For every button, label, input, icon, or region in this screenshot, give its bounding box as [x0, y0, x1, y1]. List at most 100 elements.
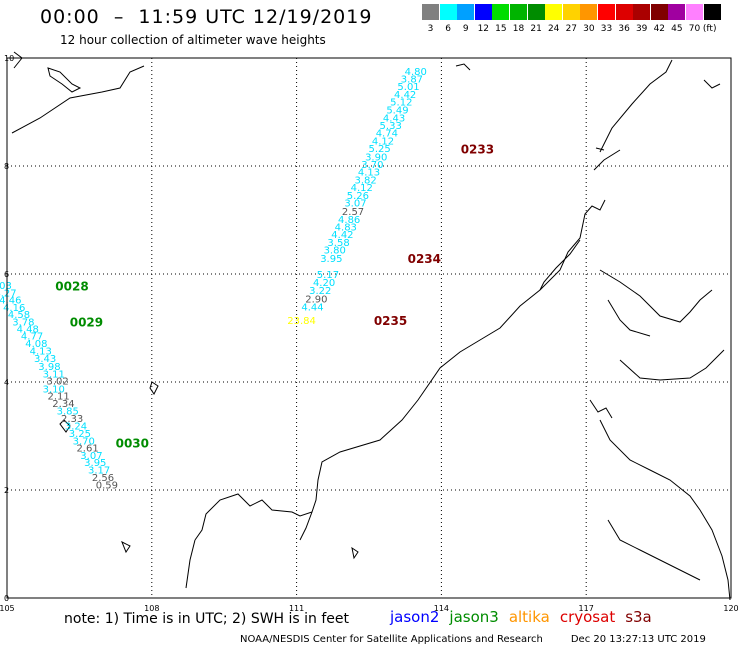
wave-height-value: 3.90 — [365, 152, 387, 163]
wave-height-value: 3.70 — [73, 436, 95, 447]
wave-height-value: 4.12 — [351, 183, 373, 194]
legend-swatch — [615, 4, 633, 20]
legend-label: 45 — [671, 24, 683, 34]
wave-height-value: 5.25 — [368, 144, 390, 155]
legend-label: 12 — [477, 24, 490, 34]
wave-height-value: 2.90 — [305, 294, 327, 305]
pass-time-label: 0029 — [70, 316, 103, 330]
legend-swatch — [703, 4, 721, 20]
wave-height-value: 3.11 — [43, 369, 65, 380]
wave-height-value: 4.58 — [8, 310, 30, 321]
wave-height-value: 3.43 — [34, 354, 56, 365]
legend-label: 39 — [635, 24, 648, 34]
wave-height-value: 4.74 — [376, 129, 398, 140]
wave-height-value: 3.80 — [324, 246, 346, 257]
pass-time-label: 0028 — [55, 279, 88, 293]
wave-height-value: 4.42 — [331, 230, 353, 241]
legend-label: 3 — [427, 24, 434, 34]
legend-swatch — [598, 4, 615, 20]
legend-label: 9 — [462, 24, 469, 34]
legend-label: 18 — [512, 24, 525, 34]
wave-height-value: 3.10 — [43, 384, 65, 395]
legend-swatch — [668, 4, 686, 20]
satellite-name: jason2 — [390, 608, 440, 626]
wave-height-value: 4.27 — [0, 288, 17, 299]
legend-label: 27 — [565, 24, 578, 34]
map-frame — [6, 57, 732, 599]
wave-height-value: 2.61 — [76, 443, 98, 454]
legend-swatch — [562, 4, 580, 20]
pass-time-labels: 0028 0029 0030 0233 0234 0235 — [55, 143, 494, 451]
legend-swatch — [545, 4, 563, 20]
wave-height-value: 5.26 — [347, 191, 369, 202]
wave-height-value: 2.33 — [61, 414, 83, 425]
wave-height-value: 3.24 — [65, 422, 87, 433]
legend-label: 36 — [618, 24, 630, 34]
credit-line: NOAA/NESDIS Center for Satellite Applica… — [240, 634, 706, 645]
satellite-name: altika — [508, 608, 550, 626]
wave-height-value: 5.33 — [380, 121, 402, 132]
wave-height-value: 0.59 — [96, 481, 118, 492]
wave-height-value: 4.13 — [358, 167, 380, 178]
wave-height-value: 3.85 — [57, 407, 79, 418]
legend-swatch — [633, 4, 651, 20]
legend-swatch — [650, 4, 668, 20]
wave-height-value: 3.95 — [320, 254, 342, 265]
wave-height-value: 4.16 — [3, 303, 25, 314]
lon-tick-label: 120 — [723, 604, 738, 613]
pass-time-label: 0235 — [374, 314, 407, 328]
wave-height-value: 3.98 — [38, 362, 60, 373]
wave-height-value: 3.95 — [84, 458, 106, 469]
legend-label: 70 — [688, 24, 701, 34]
wave-height-value: 4.48 — [17, 325, 39, 336]
satellite-name: jason3 — [449, 608, 499, 626]
pass-time-label: 0030 — [116, 436, 149, 450]
altimeter-tracks: 4.034.274.464.164.583.784.484.774.084.13… — [0, 67, 427, 492]
wave-height-value: 3.70 — [361, 160, 383, 171]
legend-swatch — [457, 4, 475, 20]
wave-height-value: 3.87 — [401, 75, 423, 86]
wave-height-value: 3.07 — [344, 199, 366, 210]
wave-height-value: 23.84 — [287, 316, 316, 327]
wave-height-value: 4.13 — [30, 347, 52, 358]
satellite-name: cryosat — [559, 608, 616, 626]
generated-time: Dec 20 13:27:13 UTC 2019 — [570, 634, 706, 645]
wave-height-value: 4.12 — [372, 137, 394, 148]
wave-height-value: 2.56 — [92, 473, 114, 484]
legend-label: 21 — [530, 24, 542, 34]
wave-height-value: 4.46 — [0, 295, 21, 306]
map-subtitle: 12 hour collection of altimeter wave hei… — [60, 33, 326, 47]
wave-height-value: 3.17 — [88, 465, 110, 476]
map-title: 00:00 – 11:59 UTC 12/19/2019 — [40, 6, 373, 28]
wave-height-value: 4.83 — [335, 222, 357, 233]
wave-height-value: 4.44 — [301, 302, 323, 313]
wave-height-value: 5.17 — [317, 270, 339, 281]
legend-label: 30 — [583, 24, 595, 34]
wave-height-value: 4.20 — [313, 278, 335, 289]
wave-height-value: 4.77 — [21, 332, 43, 343]
wave-height-value: 3.58 — [327, 238, 349, 249]
legend-label: 42 — [653, 24, 666, 34]
legend-swatch — [686, 4, 703, 20]
legend-label: 6 — [445, 24, 451, 34]
lon-tick-label: 117 — [579, 604, 594, 613]
legend-swatch — [422, 4, 439, 20]
pass-time-label: 0234 — [408, 252, 441, 266]
legend-swatch — [527, 4, 545, 20]
legend-swatch — [474, 4, 492, 20]
wave-height-value: 4.86 — [338, 215, 360, 226]
coastline — [11, 51, 731, 601]
legend-swatch — [492, 4, 510, 20]
wave-height-value: 4.08 — [25, 339, 47, 350]
wave-height-value: 4.80 — [405, 67, 427, 78]
lon-tick-label: 105 — [0, 604, 15, 613]
wave-height-value: 4.03 — [0, 281, 12, 292]
wave-height-value: 3.22 — [309, 286, 331, 297]
wave-height-value: 3.78 — [12, 318, 34, 329]
legend-unit: (ft) — [702, 24, 717, 34]
wave-height-value: 4.43 — [383, 113, 405, 124]
wave-height-value: 4.42 — [394, 90, 416, 101]
lon-tick-label: 114 — [434, 604, 449, 613]
